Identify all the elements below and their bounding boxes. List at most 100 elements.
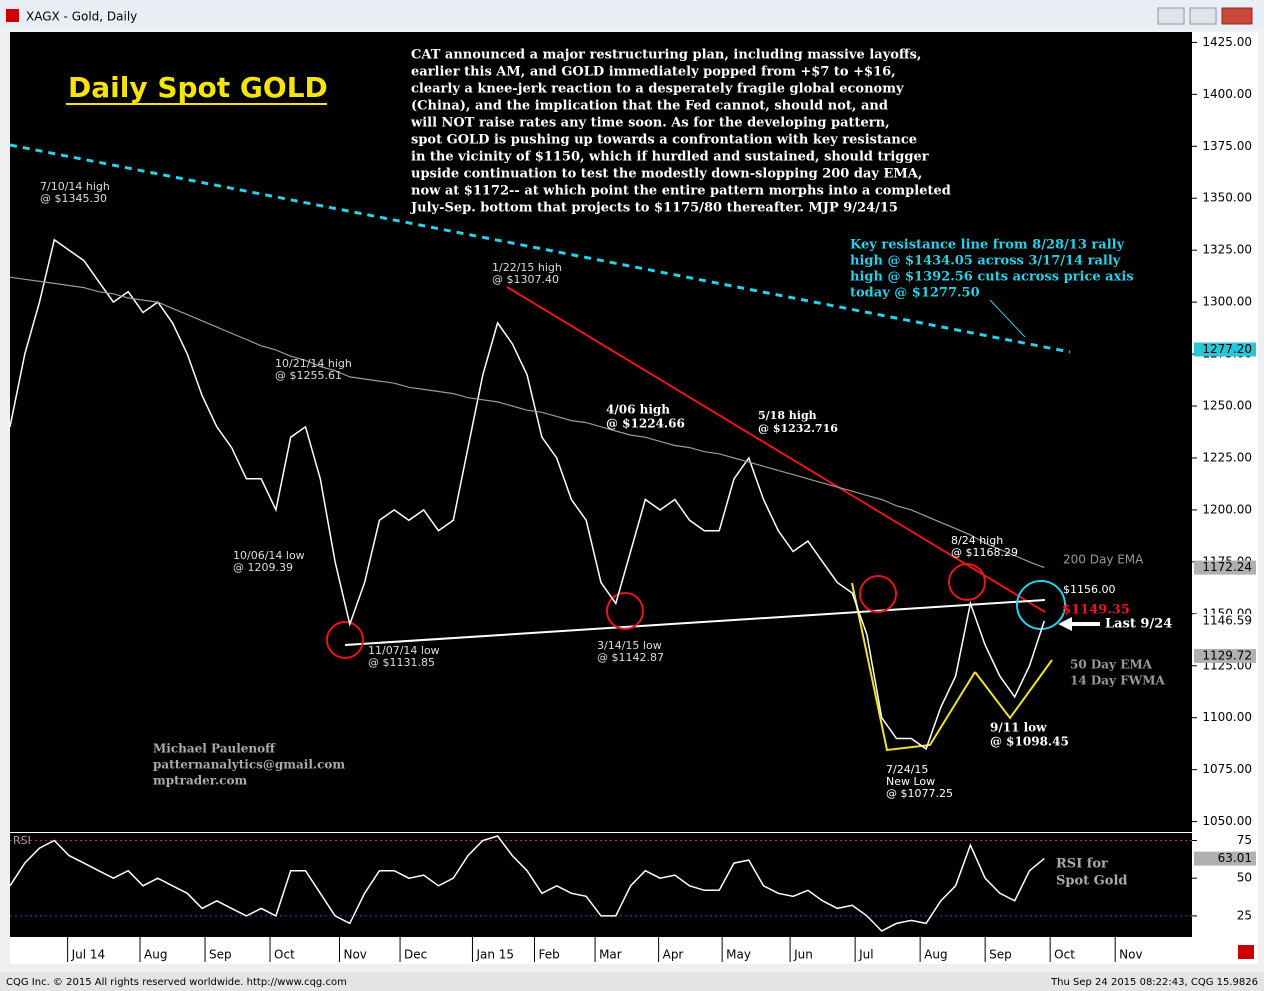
y-tick-label: 1250.00: [1202, 399, 1252, 413]
close-button[interactable]: [1221, 7, 1253, 25]
downtrend-line: [506, 286, 1046, 613]
marker-circle: [606, 592, 644, 630]
maximize-button[interactable]: [1189, 7, 1217, 25]
x-tick-label: Sep: [989, 948, 1012, 962]
y-tick-label: 1350.00: [1202, 191, 1252, 205]
annotation: @ $1142.87: [597, 651, 664, 664]
x-tick-label: Dec: [404, 948, 427, 962]
chart-title: Daily Spot GOLD: [68, 71, 328, 104]
annotation: patternanalytics@gmail.com: [153, 758, 345, 772]
annotation: Last 9/24: [1105, 617, 1172, 632]
annotation: @ $1345.30: [40, 192, 107, 205]
marker-circle: [859, 575, 897, 613]
annotation: 10/06/14 low: [233, 549, 305, 562]
x-tick-label: Mar: [599, 948, 622, 962]
app-icon: [6, 9, 19, 22]
support-line: [344, 599, 1046, 646]
annotation: today @ $1277.50: [850, 286, 980, 301]
axis-marker: [1194, 851, 1256, 866]
annotation: 14 Day FWMA: [1070, 674, 1165, 688]
axis-marker: [1194, 648, 1256, 663]
pattern-line: [851, 582, 976, 752]
last-arrow: [1058, 617, 1100, 631]
annotation: mptrader.com: [153, 774, 247, 788]
y-tick-label: 1225.00: [1202, 450, 1252, 464]
right-axis: [1192, 32, 1258, 937]
annotation: 9/11 low: [990, 721, 1047, 735]
annotation: $1149.35: [1062, 603, 1130, 618]
x-tick-label: Feb: [539, 948, 560, 962]
x-tick-label: Jul 14: [71, 948, 106, 962]
annotation: July-Sep. bottom that projects to $1175/…: [410, 201, 898, 216]
annotation: 5/18 high: [758, 409, 817, 422]
annotation: earlier this AM, and GOLD immediately po…: [411, 65, 896, 80]
x-tick-label: Jul: [858, 948, 873, 962]
annotation: 3/14/15 low: [597, 639, 662, 652]
annotation: spot GOLD is pushing up towards a confro…: [411, 133, 917, 148]
annotation: 50 Day EMA: [1070, 658, 1153, 672]
y-tick-label: 1075.00: [1202, 762, 1252, 776]
annotation: Michael Paulenoff: [153, 742, 276, 756]
y-tick-label: 1400.00: [1202, 87, 1252, 101]
annotation: will NOT raise rates any time soon. As f…: [410, 116, 890, 131]
y-tick-label: 1100.00: [1202, 710, 1252, 724]
y-tick-label: 1300.00: [1202, 295, 1252, 309]
annotation: @ $1255.61: [275, 369, 342, 382]
annotation: 11/07/14 low: [368, 644, 440, 657]
annotation: @ $1224.66: [606, 417, 685, 431]
footer-left: CQG Inc. © 2015 All rights reserved worl…: [6, 977, 347, 988]
annotation: 4/06 high: [606, 403, 670, 417]
annotation: 8/24 high: [951, 534, 1003, 547]
y-tick-label: 1050.00: [1202, 814, 1252, 828]
annotation: 7/24/15: [886, 763, 928, 776]
annotation: @ $1232.716: [758, 422, 838, 435]
series-line: [9, 238, 1046, 751]
axis-marker-label: 63.01: [1218, 851, 1252, 865]
x-tick-label: Sep: [209, 948, 232, 962]
axis-marker-label: 1172.24: [1202, 560, 1252, 574]
resistance-line-dashed: [9, 143, 1071, 354]
x-tick-label: Aug: [924, 948, 947, 962]
annotation: upside continuation to test the modestly…: [411, 167, 922, 182]
status-bar: [0, 972, 1264, 991]
annotation: Key resistance line from 8/28/13 rally: [850, 238, 1125, 253]
axis-marker-label: 1277.20: [1202, 342, 1252, 356]
annotation: @ $1077.25: [886, 787, 953, 800]
x-tick-label: Oct: [1054, 948, 1075, 962]
annotation: RSI for: [1056, 857, 1108, 872]
annotation: now at $1172-- at which point the entire…: [411, 184, 951, 199]
x-tick-label: Jan 15: [475, 948, 514, 962]
axis-marker: [1194, 613, 1256, 628]
annotation: high @ $1392.56 cuts across price axis: [850, 270, 1134, 285]
annotation: $1156.00: [1063, 583, 1116, 596]
annotation: Spot Gold: [1056, 874, 1127, 889]
pattern-line: [974, 659, 1053, 720]
axis-marker: [1194, 342, 1256, 357]
x-tick-label: Nov: [1119, 948, 1142, 962]
annotation: clearly a knee-jerk reaction to a desper…: [411, 82, 904, 97]
minimize-button[interactable]: [1157, 7, 1185, 25]
annotation: @ $1098.45: [990, 735, 1069, 749]
series-line: [9, 276, 1045, 569]
marker-circle: [948, 563, 986, 601]
y-tick-label: 1425.00: [1202, 35, 1252, 49]
window-title: XAGX - Gold, Daily: [26, 10, 137, 24]
axis-marker-label: 1129.72: [1202, 648, 1252, 662]
x-tick-label: Nov: [343, 948, 366, 962]
marker-circle: [326, 621, 364, 659]
annotation: 200 Day EMA: [1063, 553, 1144, 567]
x-tick-label: May: [726, 948, 751, 962]
annotation: CAT announced a major restructuring plan…: [411, 48, 921, 63]
y-tick-label: 25: [1237, 908, 1252, 922]
annotation: New Low: [886, 775, 935, 788]
title-bar: [0, 0, 1264, 30]
axis-marker: [1194, 560, 1256, 575]
annotation: high @ $1434.05 across 3/17/14 rally: [850, 254, 1121, 269]
x-tick-label: Oct: [274, 948, 295, 962]
x-tick-label: Apr: [663, 948, 684, 962]
scroll-icon[interactable]: [1238, 945, 1254, 959]
axis-marker-label: 1146.59: [1202, 613, 1252, 627]
annotation: 7/10/14 high: [40, 180, 110, 193]
annotation: @ 1209.39: [233, 561, 293, 574]
